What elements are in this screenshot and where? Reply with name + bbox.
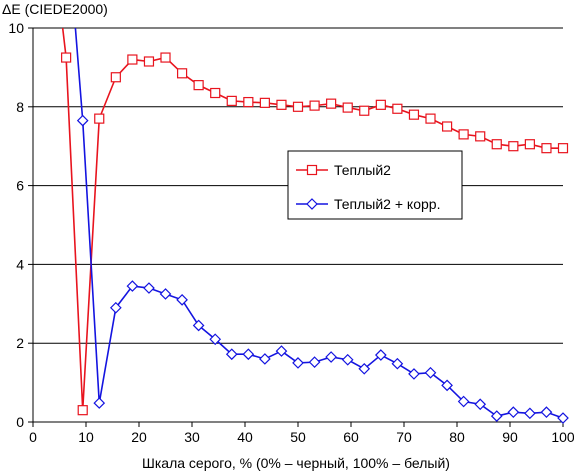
series-markers	[61, 52, 569, 424]
x-tick-label: 80	[449, 429, 465, 445]
data-point-1	[424, 366, 437, 379]
data-point-0	[193, 80, 204, 91]
data-point-1	[292, 357, 304, 369]
data-point-0	[541, 143, 552, 154]
tick-labels: 0 10 20 30 40 50 60 70 80 90 100 0 2 4 6 8 10	[8, 20, 574, 445]
legend-box	[287, 150, 463, 220]
data-point-1	[225, 348, 238, 361]
data-point-0	[359, 105, 370, 116]
data-point-0	[475, 131, 486, 142]
data-point-0	[458, 129, 469, 140]
y-tick-label: 4	[16, 256, 24, 272]
data-point-1	[441, 379, 453, 392]
data-point-0	[309, 100, 320, 111]
data-point-1	[209, 333, 222, 346]
data-point-1	[457, 395, 470, 408]
plot-area	[33, 28, 563, 422]
data-point-1	[259, 353, 271, 365]
data-point-0	[276, 99, 287, 110]
x-tick-label: 60	[343, 429, 359, 445]
data-point-1	[308, 356, 321, 368]
data-point-0	[94, 113, 105, 124]
data-point-0	[375, 99, 386, 110]
data-point-1	[143, 282, 155, 294]
data-point-1	[474, 398, 487, 411]
data-point-0	[292, 101, 304, 112]
data-point-1	[540, 406, 553, 418]
data-point-1	[192, 319, 205, 332]
legend-entry-1: Теплый2 + корр.	[296, 196, 440, 212]
data-point-1	[507, 406, 520, 418]
data-point-0	[160, 52, 171, 63]
data-point-1	[242, 348, 255, 361]
data-point-0	[408, 109, 420, 120]
y-tick-label: 10	[8, 20, 24, 36]
data-point-0	[226, 95, 237, 106]
x-tick-label: 10	[78, 429, 94, 445]
data-point-0	[425, 113, 436, 124]
legend: Теплый2 Теплый2 + корр.	[287, 150, 463, 220]
axes	[28, 27, 564, 427]
legend-marker	[306, 164, 318, 176]
y-tick-label: 8	[16, 99, 24, 115]
data-point-1	[159, 288, 172, 300]
data-point-0	[491, 139, 502, 150]
data-point-1	[275, 345, 288, 357]
data-point-0	[143, 56, 155, 67]
x-tick-label: 90	[502, 429, 518, 445]
legend-label: Теплый2 + корр.	[334, 196, 440, 212]
data-point-0	[441, 121, 453, 132]
data-point-1	[408, 368, 420, 380]
data-point-1	[557, 412, 569, 424]
data-point-0	[210, 87, 221, 99]
legend-marker	[306, 198, 318, 210]
data-point-1	[76, 114, 89, 127]
data-point-1	[325, 351, 337, 363]
x-tick-label: 70	[396, 429, 412, 445]
x-axis-title: Шкала серого, % (0% – черный, 100% – бел…	[142, 455, 450, 471]
y-tick-label: 6	[16, 178, 24, 194]
data-point-0	[243, 96, 254, 108]
data-point-0	[557, 143, 569, 154]
data-point-1	[524, 407, 536, 420]
data-point-0	[77, 405, 88, 416]
data-point-0	[508, 141, 519, 152]
x-tick-label: 40	[237, 429, 253, 445]
data-point-0	[259, 97, 270, 108]
data-point-1	[341, 353, 354, 366]
data-point-1	[93, 397, 106, 409]
data-point-1	[374, 349, 387, 361]
data-point-0	[110, 72, 121, 83]
data-point-1	[490, 410, 503, 422]
data-point-0	[176, 68, 188, 79]
data-point-0	[127, 54, 138, 65]
data-point-0	[61, 52, 72, 63]
x-tick-label: 100	[551, 429, 574, 445]
data-point-1	[126, 280, 139, 292]
data-point-0	[326, 98, 337, 109]
x-tick-label: 0	[29, 429, 37, 445]
y-tick-label: 0	[16, 414, 24, 430]
data-point-1	[391, 357, 404, 370]
x-tick-label: 20	[131, 429, 147, 445]
legend-label: Теплый2	[334, 162, 391, 178]
data-point-1	[109, 301, 122, 314]
data-point-0	[524, 139, 535, 150]
y-tick-label: 2	[16, 335, 24, 351]
data-point-1	[358, 362, 371, 375]
x-tick-label: 50	[290, 429, 306, 445]
x-tick-label: 30	[184, 429, 200, 445]
data-point-0	[342, 102, 353, 113]
data-point-0	[392, 103, 403, 114]
data-point-1	[176, 294, 188, 306]
y-axis-title: ΔE (CIEDE2000)	[2, 1, 108, 17]
legend-entry-0: Теплый2	[296, 162, 391, 178]
